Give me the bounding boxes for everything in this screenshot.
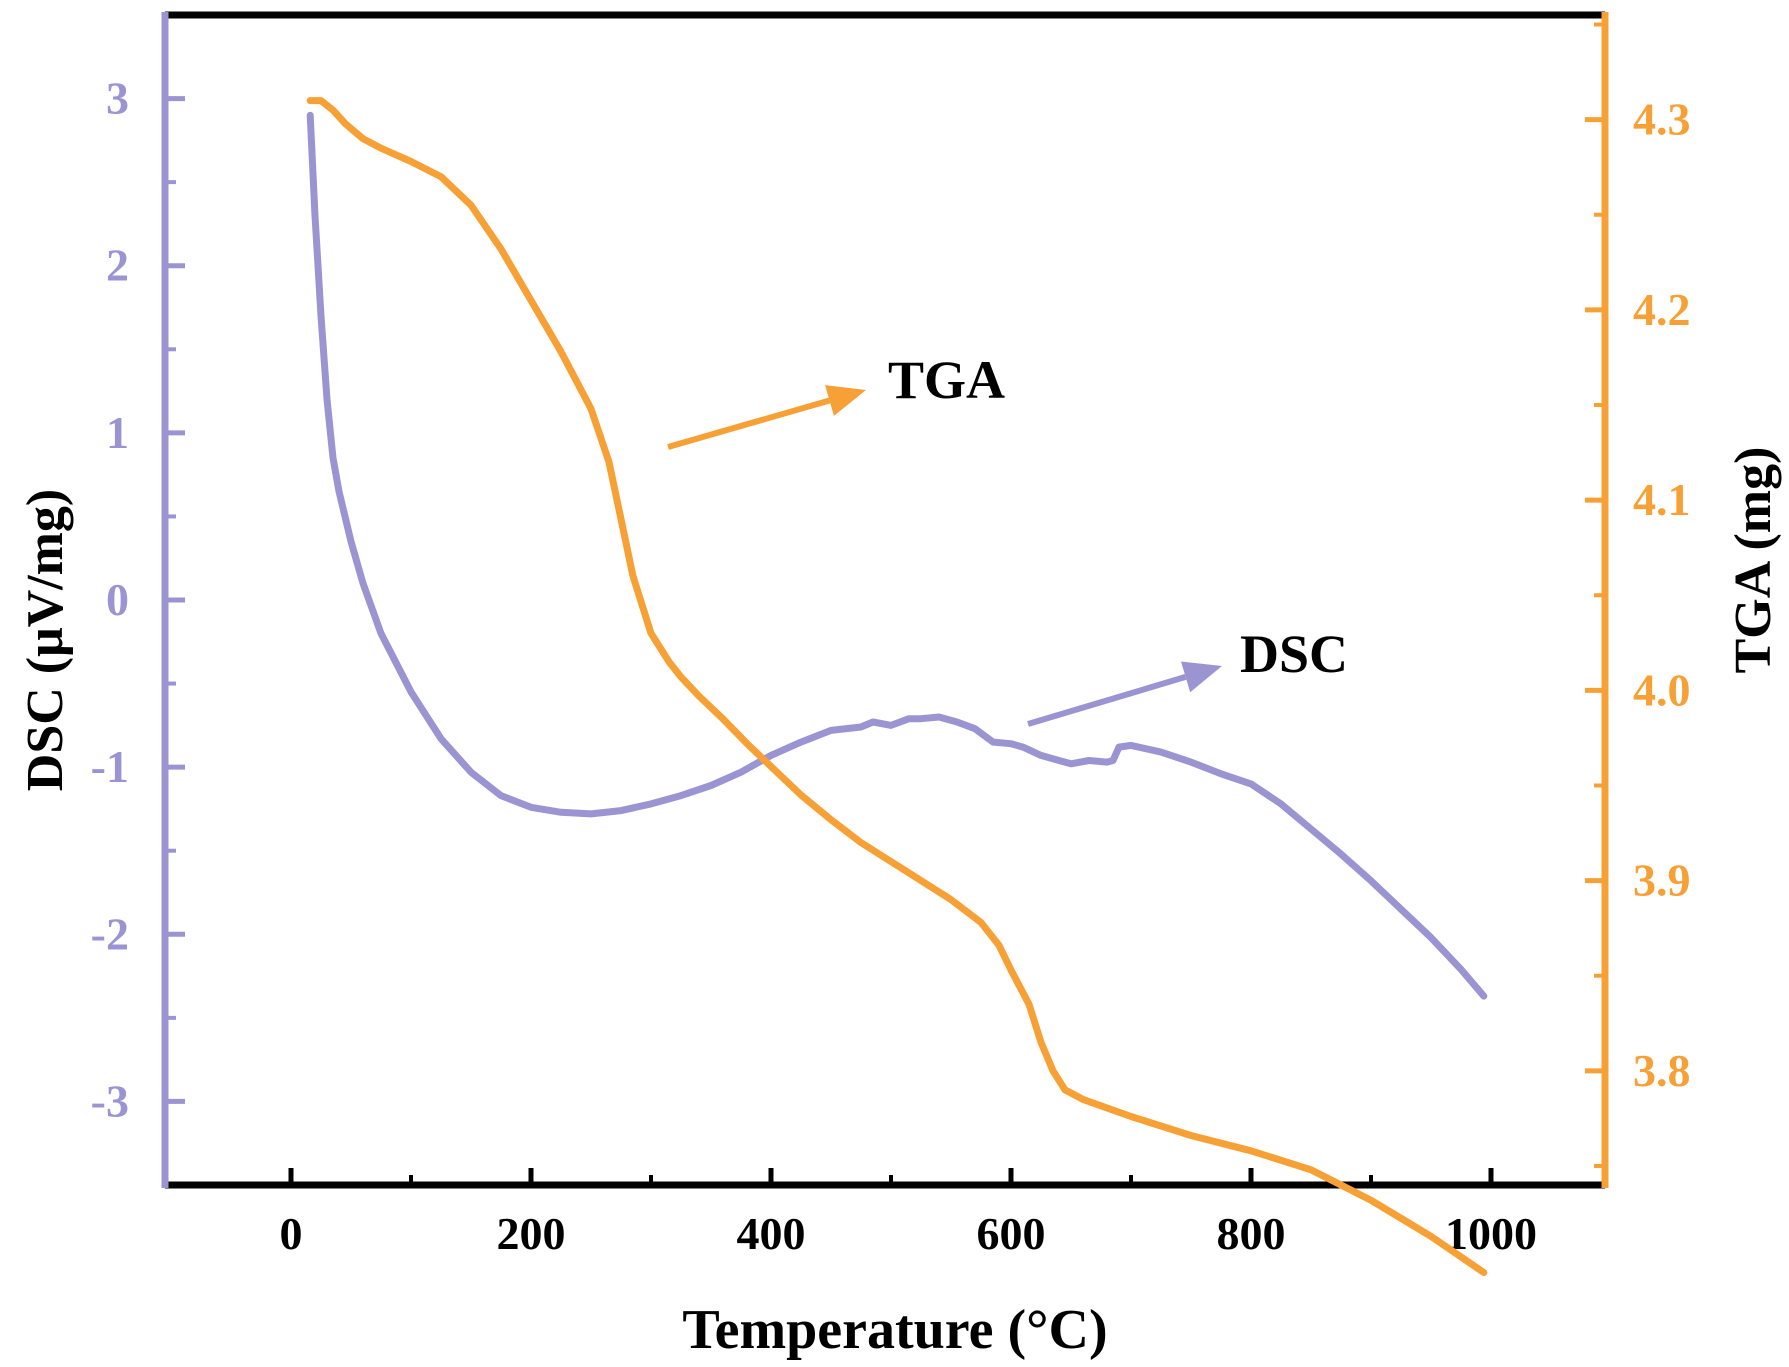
- y-left-tick-label: -2: [91, 908, 129, 959]
- tga-series-line: [306, 97, 1488, 1276]
- x-tick-label: 200: [497, 1208, 566, 1259]
- y-right-axis-title: TGA (mg): [1725, 447, 1782, 674]
- y-left-tick-label: 1: [106, 407, 129, 458]
- annotation-layer: TGA DSC: [667, 350, 1348, 727]
- y-left-tick-label: 3: [106, 73, 129, 124]
- series-layer: [306, 97, 1488, 1276]
- y-right-tick-label: 4.3: [1633, 94, 1691, 145]
- x-axis-title: Temperature (°C): [682, 1299, 1107, 1361]
- y-right-tick-label: 4.1: [1633, 474, 1691, 525]
- y-right-axis-ticks: 4.3 4.2 4.1 4.0 3.9 3.8: [1585, 22, 1691, 1168]
- tga-annotation-arrow: [667, 397, 831, 450]
- dsc-annotation-label: DSC: [1240, 624, 1348, 684]
- x-tick-label: 800: [1217, 1208, 1286, 1259]
- dsc-annotation-arrowhead: [1181, 661, 1222, 693]
- plot-frame: [161, 11, 1609, 1189]
- dsc-series-line: [306, 111, 1488, 1000]
- y-left-tick-label: -3: [91, 1075, 129, 1126]
- y-right-tick-label: 3.9: [1633, 855, 1691, 906]
- y-left-axis-ticks: 3 2 1 0 -1 -2 -3: [91, 73, 185, 1126]
- dsc-annotation-arrow: [1027, 674, 1187, 727]
- x-tick-label: 0: [280, 1208, 303, 1259]
- y-right-tick-label: 3.8: [1633, 1045, 1691, 1096]
- y-left-tick-label: -1: [91, 741, 129, 792]
- y-right-tick-label: 4.0: [1633, 664, 1691, 715]
- tga-annotation-arrowhead: [825, 385, 866, 416]
- tga-annotation-label: TGA: [888, 350, 1005, 410]
- y-left-tick-label: 2: [106, 240, 129, 291]
- x-tick-label: 400: [737, 1208, 806, 1259]
- y-left-tick-label: 0: [106, 574, 129, 625]
- y-left-axis-title: DSC (μV/mg): [17, 489, 74, 791]
- x-tick-label: 1000: [1445, 1208, 1537, 1259]
- y-right-tick-label: 4.2: [1633, 284, 1691, 335]
- x-tick-label: 600: [977, 1208, 1046, 1259]
- x-axis-ticks: 0 200 400 600 800 1000: [280, 1168, 1537, 1259]
